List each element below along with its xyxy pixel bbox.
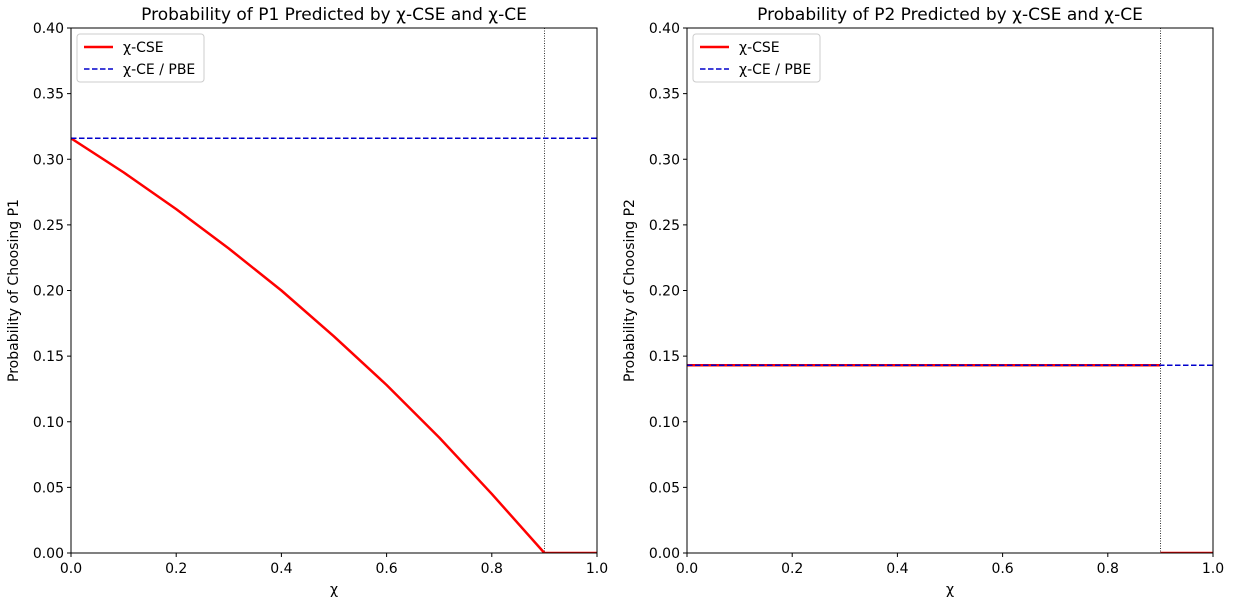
chart-panel-2: 0.0 0.2 0.4 0.6 0.8 1.0 0.00 0.05 0.10 0.15 0.20 0.… [622,5,1224,598]
y-tick-label: 0.40 [649,21,680,37]
x-tick-label: 0.6 [991,561,1013,577]
y-tick-label: 0.20 [649,284,680,300]
chart-title: Probability of P1 Predicted by χ-CSE and… [141,5,527,25]
x-tick-label: 0.0 [60,561,82,577]
x-tick-label: 0.2 [165,561,187,577]
y-tick-label: 0.05 [33,480,64,496]
x-tick-label: 0.4 [886,561,908,577]
legend: χ-CSE χ-CE / PBE [76,33,205,83]
y-tick-label: 0.35 [33,87,64,103]
y-tick-label: 0.15 [33,349,64,365]
legend-label-1: χ-CSE [739,40,780,56]
x-tick-label: 0.0 [676,561,698,577]
y-tick-label: 0.05 [649,480,680,496]
chart-title: Probability of P2 Predicted by χ-CSE and… [757,5,1143,25]
legend-label-1: χ-CSE [123,40,164,56]
y-axis-label: Probability of Choosing P1 [6,199,22,382]
legend-label-2: χ-CE / PBE [739,62,811,78]
axes-frame [70,27,598,554]
y-tick-label: 0.00 [33,546,64,562]
y-tick-label: 0.30 [649,152,680,168]
x-tick-label: 0.8 [1097,561,1119,577]
y-tick-label: 0.15 [649,349,680,365]
y-tick-label: 0.10 [33,415,64,431]
y-tick-label: 0.35 [649,87,680,103]
y-tick-label: 0.30 [33,152,64,168]
y-tick-label: 0.25 [649,218,680,234]
x-tick-label: 0.4 [270,561,292,577]
axes-frame [686,27,1214,554]
y-tick-label: 0.10 [649,415,680,431]
legend-label-2: χ-CE / PBE [123,62,195,78]
plot-area [687,364,1213,553]
x-axis-label: χ [946,582,954,598]
legend: χ-CSE χ-CE / PBE [692,33,821,83]
y-tick-label: 0.20 [33,284,64,300]
x-tick-label: 1.0 [1202,561,1224,577]
chart-panel-1: 0.0 0.2 0.4 0.6 0.8 1.0 0.00 0.05 0.10 0.15 0.20 0.… [6,5,608,598]
plot-area [71,137,597,553]
y-tick-label: 0.40 [33,21,64,37]
y-tick-label: 0.25 [33,218,64,234]
x-tick-label: 0.6 [375,561,397,577]
x-tick-label: 0.2 [781,561,803,577]
x-tick-label: 0.8 [481,561,503,577]
x-axis-label: χ [330,582,338,598]
series-1-line-segment-1 [71,137,546,553]
y-tick-label: 0.00 [649,546,680,562]
y-axis-label: Probability of Choosing P2 [622,199,638,382]
x-tick-label: 1.0 [586,561,608,577]
